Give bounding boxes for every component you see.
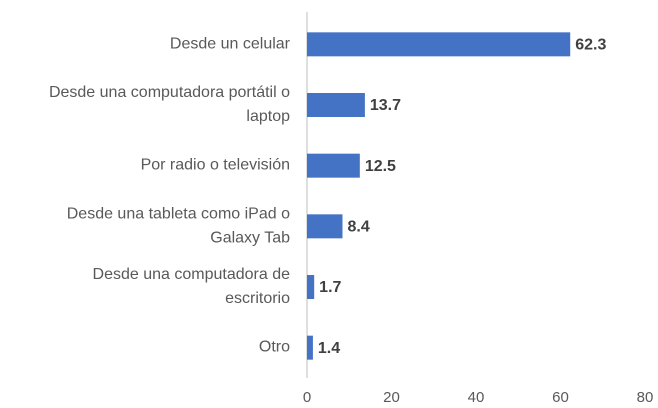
label-line: Desde una computadora de [93,266,291,283]
bar [307,214,343,239]
y-tick-label: Desde un celular [170,36,291,53]
y-tick-label: Otro [259,339,290,356]
y-tick-label: Desde una computadora de escritorio [93,266,291,307]
value-label: 8.4 [347,219,369,236]
x-tick-label: 80 [637,389,654,406]
x-tick-label: 60 [552,389,569,406]
value-label: 12.5 [365,158,396,175]
label-line: Por radio o televisión [141,157,290,174]
label-line: Galaxy Tab [210,230,290,247]
bar [307,335,313,360]
bar [307,153,360,178]
label-line: Desde una tableta como iPad o [67,206,290,223]
label-line: Otro [259,339,290,356]
label-line: laptop [246,108,290,125]
x-tick-label: 20 [383,389,400,406]
value-label: 62.3 [575,37,606,54]
value-label: 13.7 [370,97,401,114]
y-tick-label: Desde una computadora portátil o laptop [49,84,290,125]
y-tick-label: Desde una tableta como iPad o Galaxy Tab [67,206,290,247]
y-tick-label: Por radio o televisión [141,157,290,174]
label-line: Desde un celular [170,36,291,53]
label-line: Desde una computadora portátil o [49,84,290,101]
x-tick-label: 40 [468,389,485,406]
label-line: escritorio [225,290,290,307]
value-label: 1.4 [318,340,340,357]
bar [307,275,315,299]
x-tick-label: 0 [303,389,311,406]
value-label: 1.7 [319,279,341,296]
bar [307,93,365,117]
bar [307,32,571,57]
